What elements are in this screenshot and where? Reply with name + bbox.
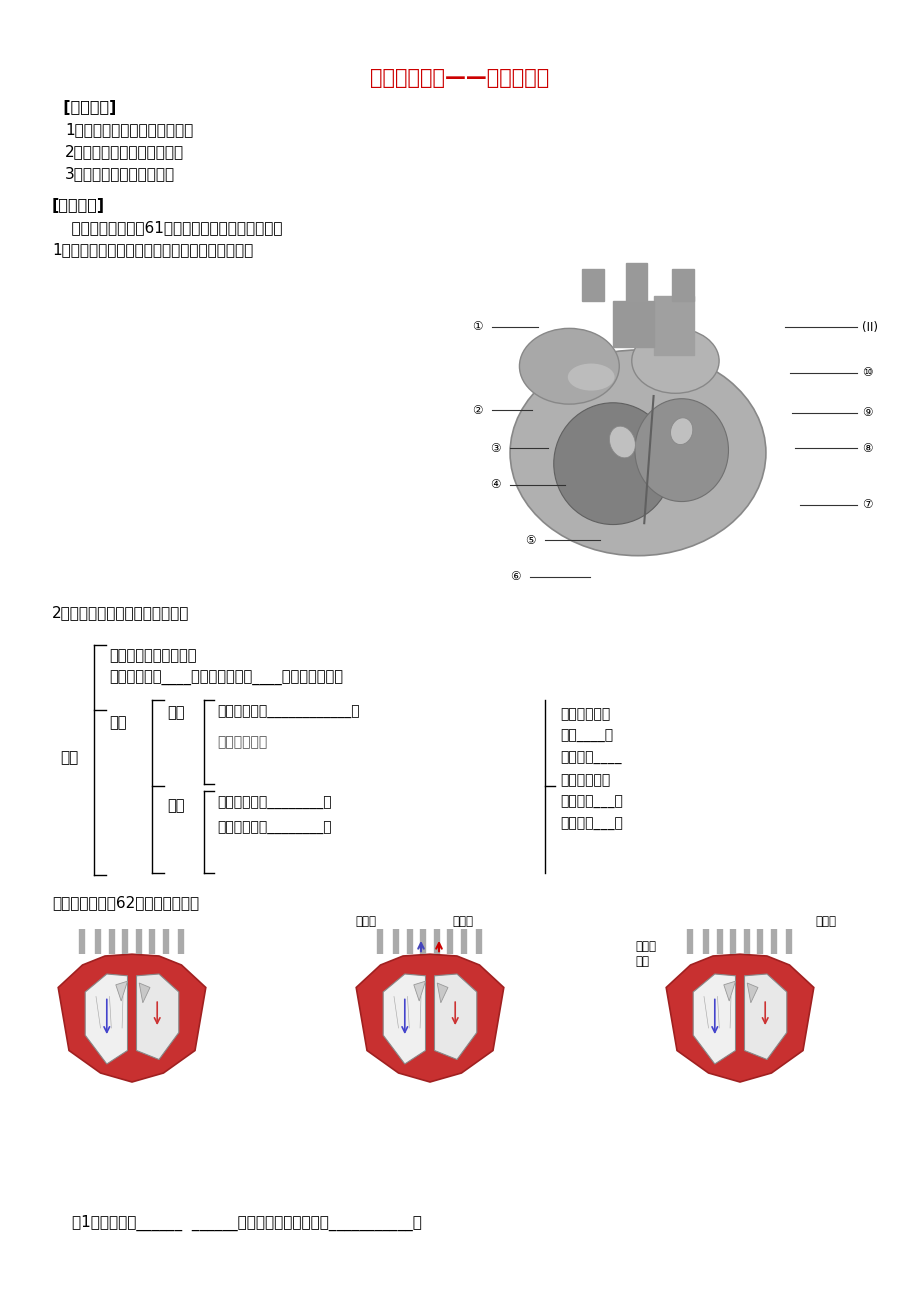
Text: 2、根据上面的图完成下面问题：: 2、根据上面的图完成下面问题： xyxy=(52,605,189,620)
Text: 心房: 心房 xyxy=(167,704,185,720)
Ellipse shape xyxy=(509,350,766,556)
Text: ⑨: ⑨ xyxy=(861,406,871,419)
Polygon shape xyxy=(116,982,128,1001)
Text: 脉之间有___，: 脉之间有___， xyxy=(560,796,622,809)
Text: 结构: 结构 xyxy=(108,715,127,730)
Text: 右心房，连通: 右心房，连通 xyxy=(217,736,267,749)
Text: 心房与心室之: 心房与心室之 xyxy=(560,707,609,721)
Polygon shape xyxy=(665,954,813,1082)
Text: ⑩: ⑩ xyxy=(861,366,871,379)
Text: 只能朝向___，: 只能朝向___， xyxy=(560,816,622,831)
Ellipse shape xyxy=(634,398,728,501)
Text: 右心室：连通________。: 右心室：连通________。 xyxy=(217,822,331,835)
Ellipse shape xyxy=(670,418,692,444)
Text: (II): (II) xyxy=(861,320,877,333)
Polygon shape xyxy=(383,974,425,1064)
Polygon shape xyxy=(692,974,734,1064)
Text: （1）甲图表示______  ______收缩，分别将血液压至___________。: （1）甲图表示______ ______收缩，分别将血液压至__________… xyxy=(72,1215,422,1232)
Polygon shape xyxy=(612,301,652,348)
Text: 3．概述血液循环的途径。: 3．概述血液循环的途径。 xyxy=(65,165,175,181)
Text: ④: ④ xyxy=(490,479,500,491)
Polygon shape xyxy=(139,983,150,1003)
Text: 上下腔
静脉: 上下腔 静脉 xyxy=(634,940,655,967)
Polygon shape xyxy=(414,982,425,1001)
Text: 1、填写各部分名称：请大家写出各序号的名称？: 1、填写各部分名称：请大家写出各序号的名称？ xyxy=(52,242,253,256)
Polygon shape xyxy=(437,983,448,1003)
Ellipse shape xyxy=(567,363,614,391)
Text: ①: ① xyxy=(471,320,482,333)
Text: [自主学习]: [自主学习] xyxy=(52,198,105,214)
Text: 间有____，: 间有____， xyxy=(560,729,612,743)
Polygon shape xyxy=(136,974,178,1060)
Polygon shape xyxy=(746,983,757,1003)
Text: ②: ② xyxy=(471,404,482,417)
Polygon shape xyxy=(743,974,786,1060)
Ellipse shape xyxy=(519,328,618,404)
Text: 肺静脉: 肺静脉 xyxy=(814,915,835,928)
Text: [学习目标]: [学习目标] xyxy=(52,100,116,115)
Ellipse shape xyxy=(553,402,672,525)
Text: 位置：胸腔中略偏左。: 位置：胸腔中略偏左。 xyxy=(108,648,197,663)
Text: ⑤: ⑤ xyxy=(525,534,535,547)
Text: 只能朝向____: 只能朝向____ xyxy=(560,751,621,766)
Polygon shape xyxy=(672,268,694,301)
Text: ⑧: ⑧ xyxy=(861,441,871,454)
Polygon shape xyxy=(723,982,734,1001)
Text: 心室: 心室 xyxy=(167,798,185,812)
Polygon shape xyxy=(356,954,504,1082)
Text: 主动脉: 主动脉 xyxy=(451,915,472,928)
Text: ⑥: ⑥ xyxy=(509,570,520,583)
Polygon shape xyxy=(85,974,128,1064)
Text: 请大家阅读书本62页，回答问题。: 请大家阅读书本62页，回答问题。 xyxy=(52,894,199,910)
Polygon shape xyxy=(625,263,647,301)
Polygon shape xyxy=(58,954,206,1082)
Text: 左心房：连通____________。: 左心房：连通____________。 xyxy=(217,704,359,719)
Text: 左心室：连通________。: 左心室：连通________。 xyxy=(217,796,331,810)
Text: 2．能描述心脏的工作过程。: 2．能描述心脏的工作过程。 xyxy=(65,145,184,159)
Text: 开，心室与动: 开，心室与动 xyxy=(560,773,609,786)
Text: 心脏: 心脏 xyxy=(60,750,78,766)
Polygon shape xyxy=(434,974,476,1060)
Text: 请同学们观察课本61页心脏解剖图回答下列问题：: 请同学们观察课本61页心脏解剖图回答下列问题： xyxy=(52,220,282,234)
Text: ⑦: ⑦ xyxy=(861,499,871,512)
Text: ③: ③ xyxy=(490,441,500,454)
Polygon shape xyxy=(652,296,694,355)
Ellipse shape xyxy=(631,328,719,393)
Text: 1．能说出心脏的结构和功能。: 1．能说出心脏的结构和功能。 xyxy=(65,122,193,137)
Text: 输送血液的泵——心脏导学案: 输送血液的泵——心脏导学案 xyxy=(370,68,549,89)
Polygon shape xyxy=(581,268,603,301)
Text: 肺动脉: 肺动脉 xyxy=(355,915,376,928)
Ellipse shape xyxy=(608,426,635,458)
Text: 特点：主要由____构成、左心室壁____，与功能相适应: 特点：主要由____构成、左心室壁____，与功能相适应 xyxy=(108,671,343,686)
